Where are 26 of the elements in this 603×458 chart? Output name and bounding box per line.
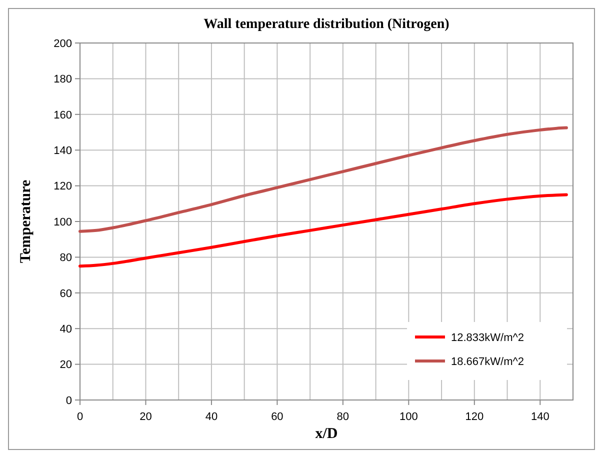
- x-tick-label: 140: [530, 411, 550, 423]
- x-tick-label: 120: [465, 411, 484, 423]
- legend-label: 18.667kW/m^2: [451, 356, 524, 368]
- line-series: [78, 126, 568, 233]
- y-tick-label: 200: [54, 38, 72, 50]
- x-tick-label: 60: [271, 411, 284, 423]
- y-tick-label: 140: [54, 144, 72, 157]
- y-tick-label: 40: [60, 323, 72, 336]
- y-tick-label: 20: [60, 359, 72, 372]
- x-tick-label: 0: [76, 411, 84, 423]
- y-tick-label: 100: [54, 216, 72, 228]
- legend-label: 12.833kW/m^2: [451, 332, 524, 344]
- y-tick-label: 180: [54, 74, 72, 86]
- y-tick-label: 120: [54, 180, 72, 193]
- x-tick-label: 40: [205, 411, 218, 423]
- y-tick-label: 60: [60, 288, 72, 300]
- line-series: [78, 193, 568, 268]
- x-tick-label: 80: [336, 411, 350, 423]
- y-tick-label: 80: [60, 252, 72, 264]
- x-axis-title: x/D: [315, 426, 338, 442]
- y-tick-label: 160: [54, 109, 72, 122]
- x-tick-label: 20: [140, 411, 152, 423]
- y-tick-label: 0: [66, 394, 72, 407]
- y-axis-title: Temperature: [18, 180, 34, 264]
- chart-title: Wall temperature distribution (Nitrogen): [204, 17, 450, 32]
- x-tick-label: 100: [399, 411, 418, 423]
